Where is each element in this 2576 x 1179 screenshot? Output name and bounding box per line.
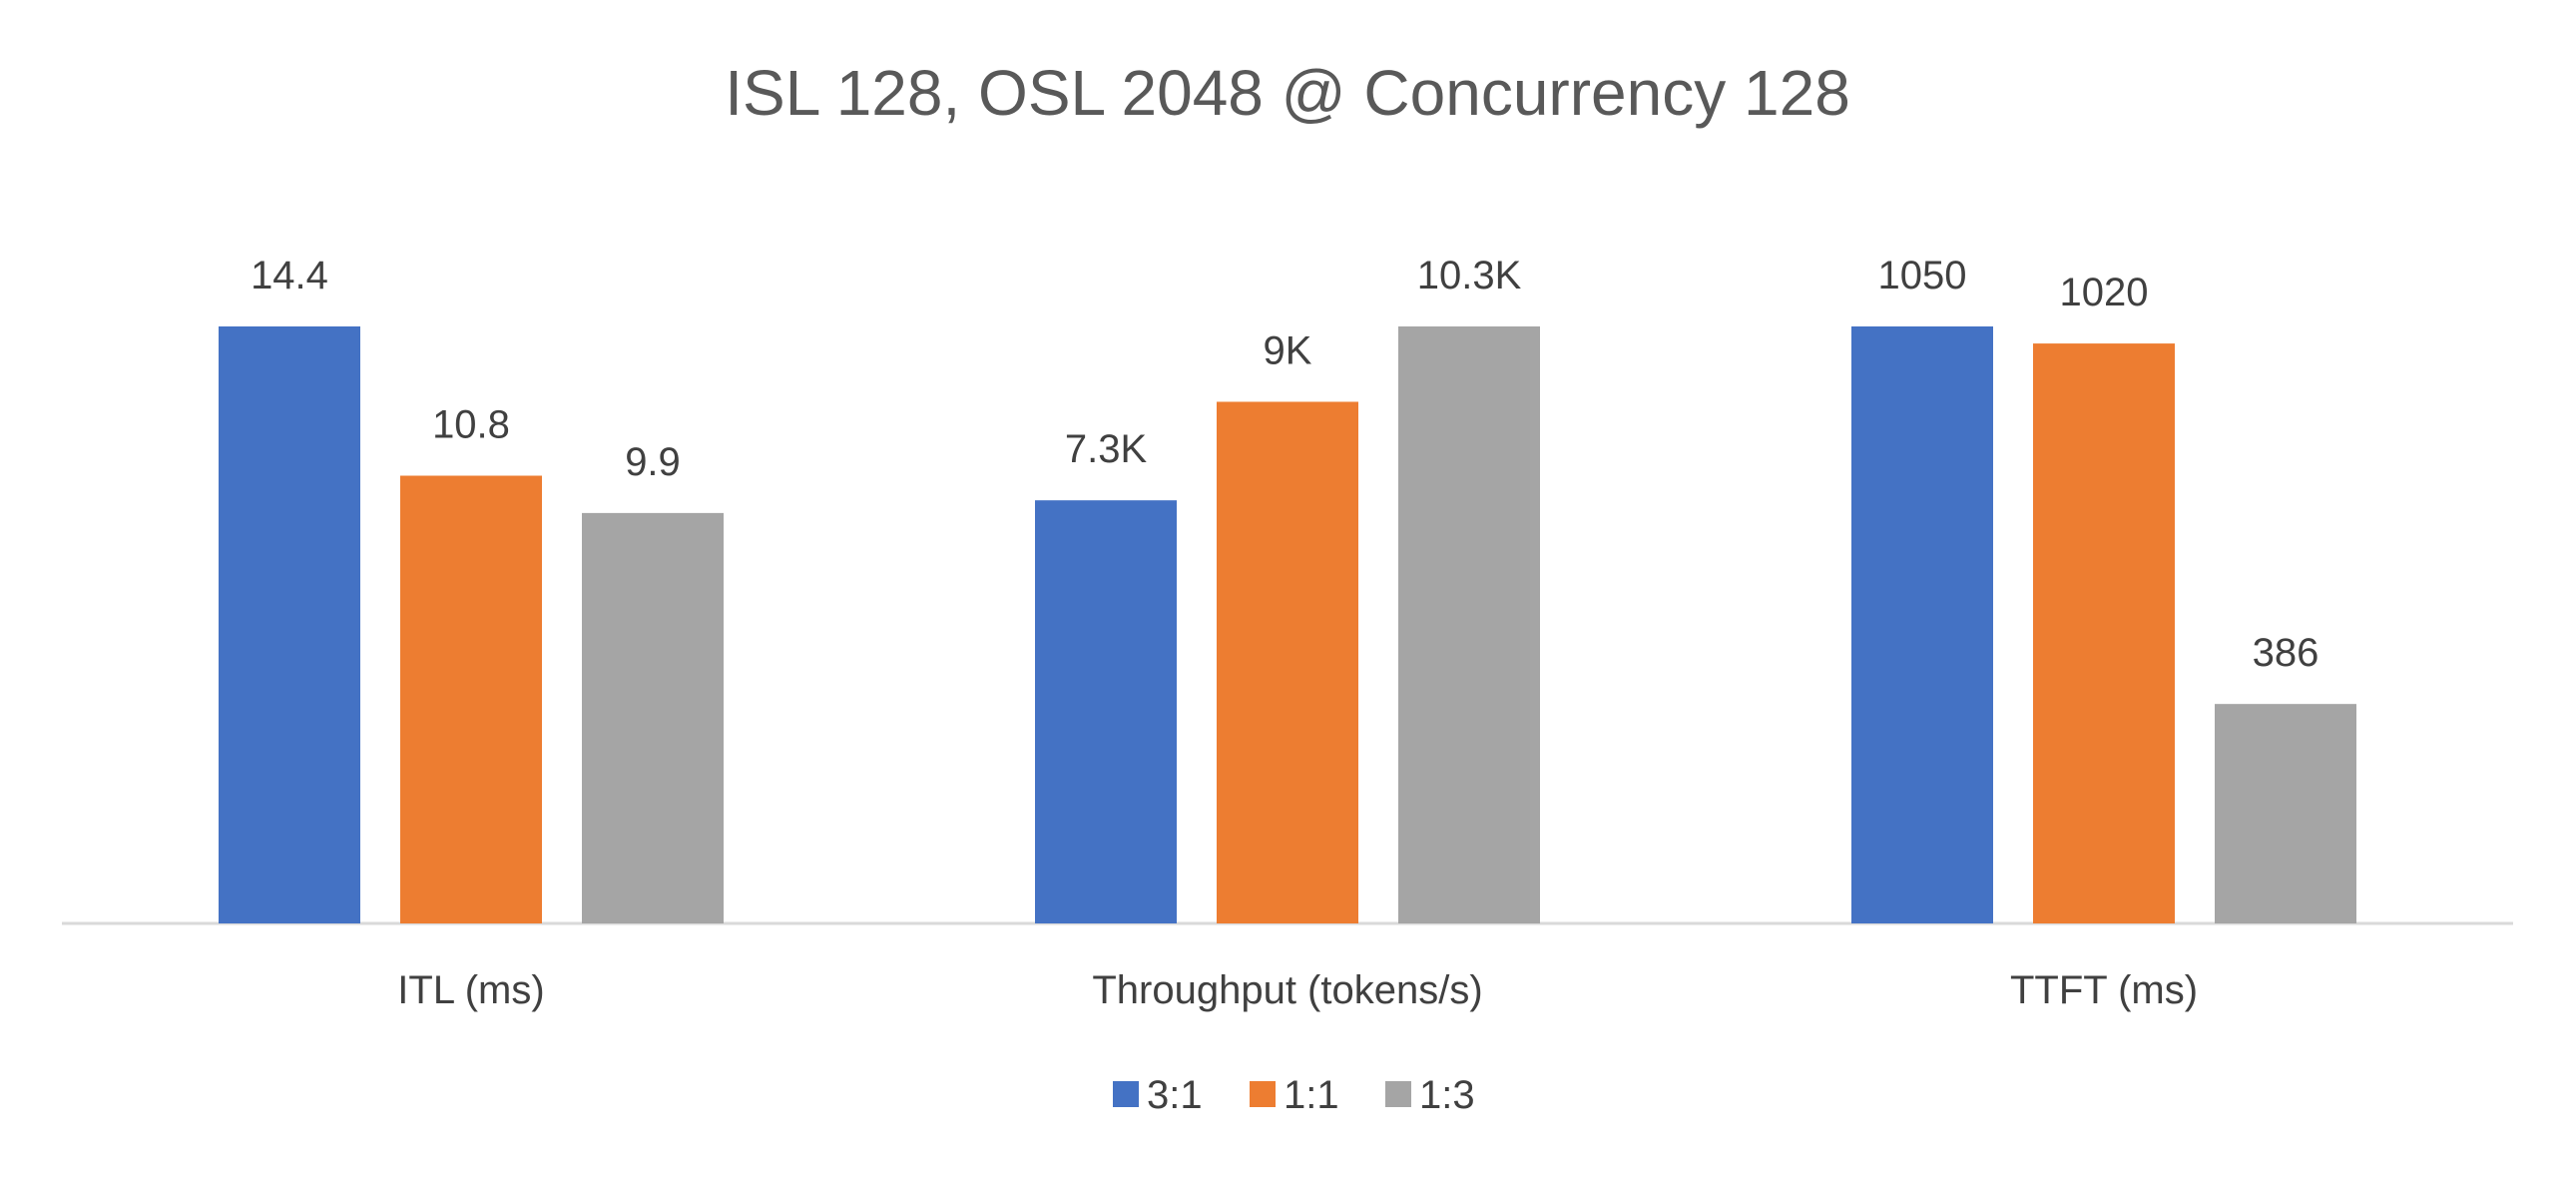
bar-3-2 [2033, 343, 2175, 924]
bar-2-3 [1398, 326, 1540, 923]
chart-title: ISL 128, OSL 2048 @ Concurrency 128 [725, 57, 1850, 129]
data-label-1-1: 14.4 [251, 254, 328, 297]
data-label-3-2: 1020 [2060, 271, 2149, 314]
legend-swatch-1 [1113, 1081, 1139, 1107]
legend-label-3: 1:3 [1419, 1073, 1475, 1117]
data-label-2-2: 9K [1264, 328, 1312, 372]
data-label-3-1: 1050 [1878, 254, 1967, 297]
legend-swatch-2 [1250, 1081, 1276, 1107]
bar-3-3 [2215, 704, 2356, 923]
labels-layer: 14.4 10.8 9.9 ITL (ms) 7.3K 9K 10.3K Throughput… [251, 254, 2318, 1012]
bar-1-2 [400, 475, 542, 923]
category-label-1: ITL (ms) [397, 968, 544, 1012]
legend-label-1: 3:1 [1147, 1073, 1203, 1117]
legend-swatch-3 [1385, 1081, 1411, 1107]
data-label-1-2: 10.8 [432, 403, 510, 447]
bar-1-1 [219, 326, 360, 923]
category-label-3: TTFT (ms) [2010, 968, 2198, 1012]
bars-layer [219, 326, 2356, 924]
data-label-2-1: 7.3K [1065, 427, 1148, 471]
data-label-2-3: 10.3K [1417, 254, 1522, 297]
category-label-2: Throughput (tokens/s) [1092, 968, 1482, 1012]
legend-label-2: 1:1 [1284, 1073, 1339, 1117]
data-label-1-3: 9.9 [625, 440, 681, 484]
bar-2-1 [1035, 500, 1177, 923]
legend: 3:1 1:1 1:3 [1113, 1073, 1475, 1117]
bar-3-1 [1851, 326, 1993, 923]
data-label-3-3: 386 [2253, 631, 2319, 675]
bar-2-2 [1217, 401, 1358, 924]
bar-1-3 [582, 512, 724, 923]
